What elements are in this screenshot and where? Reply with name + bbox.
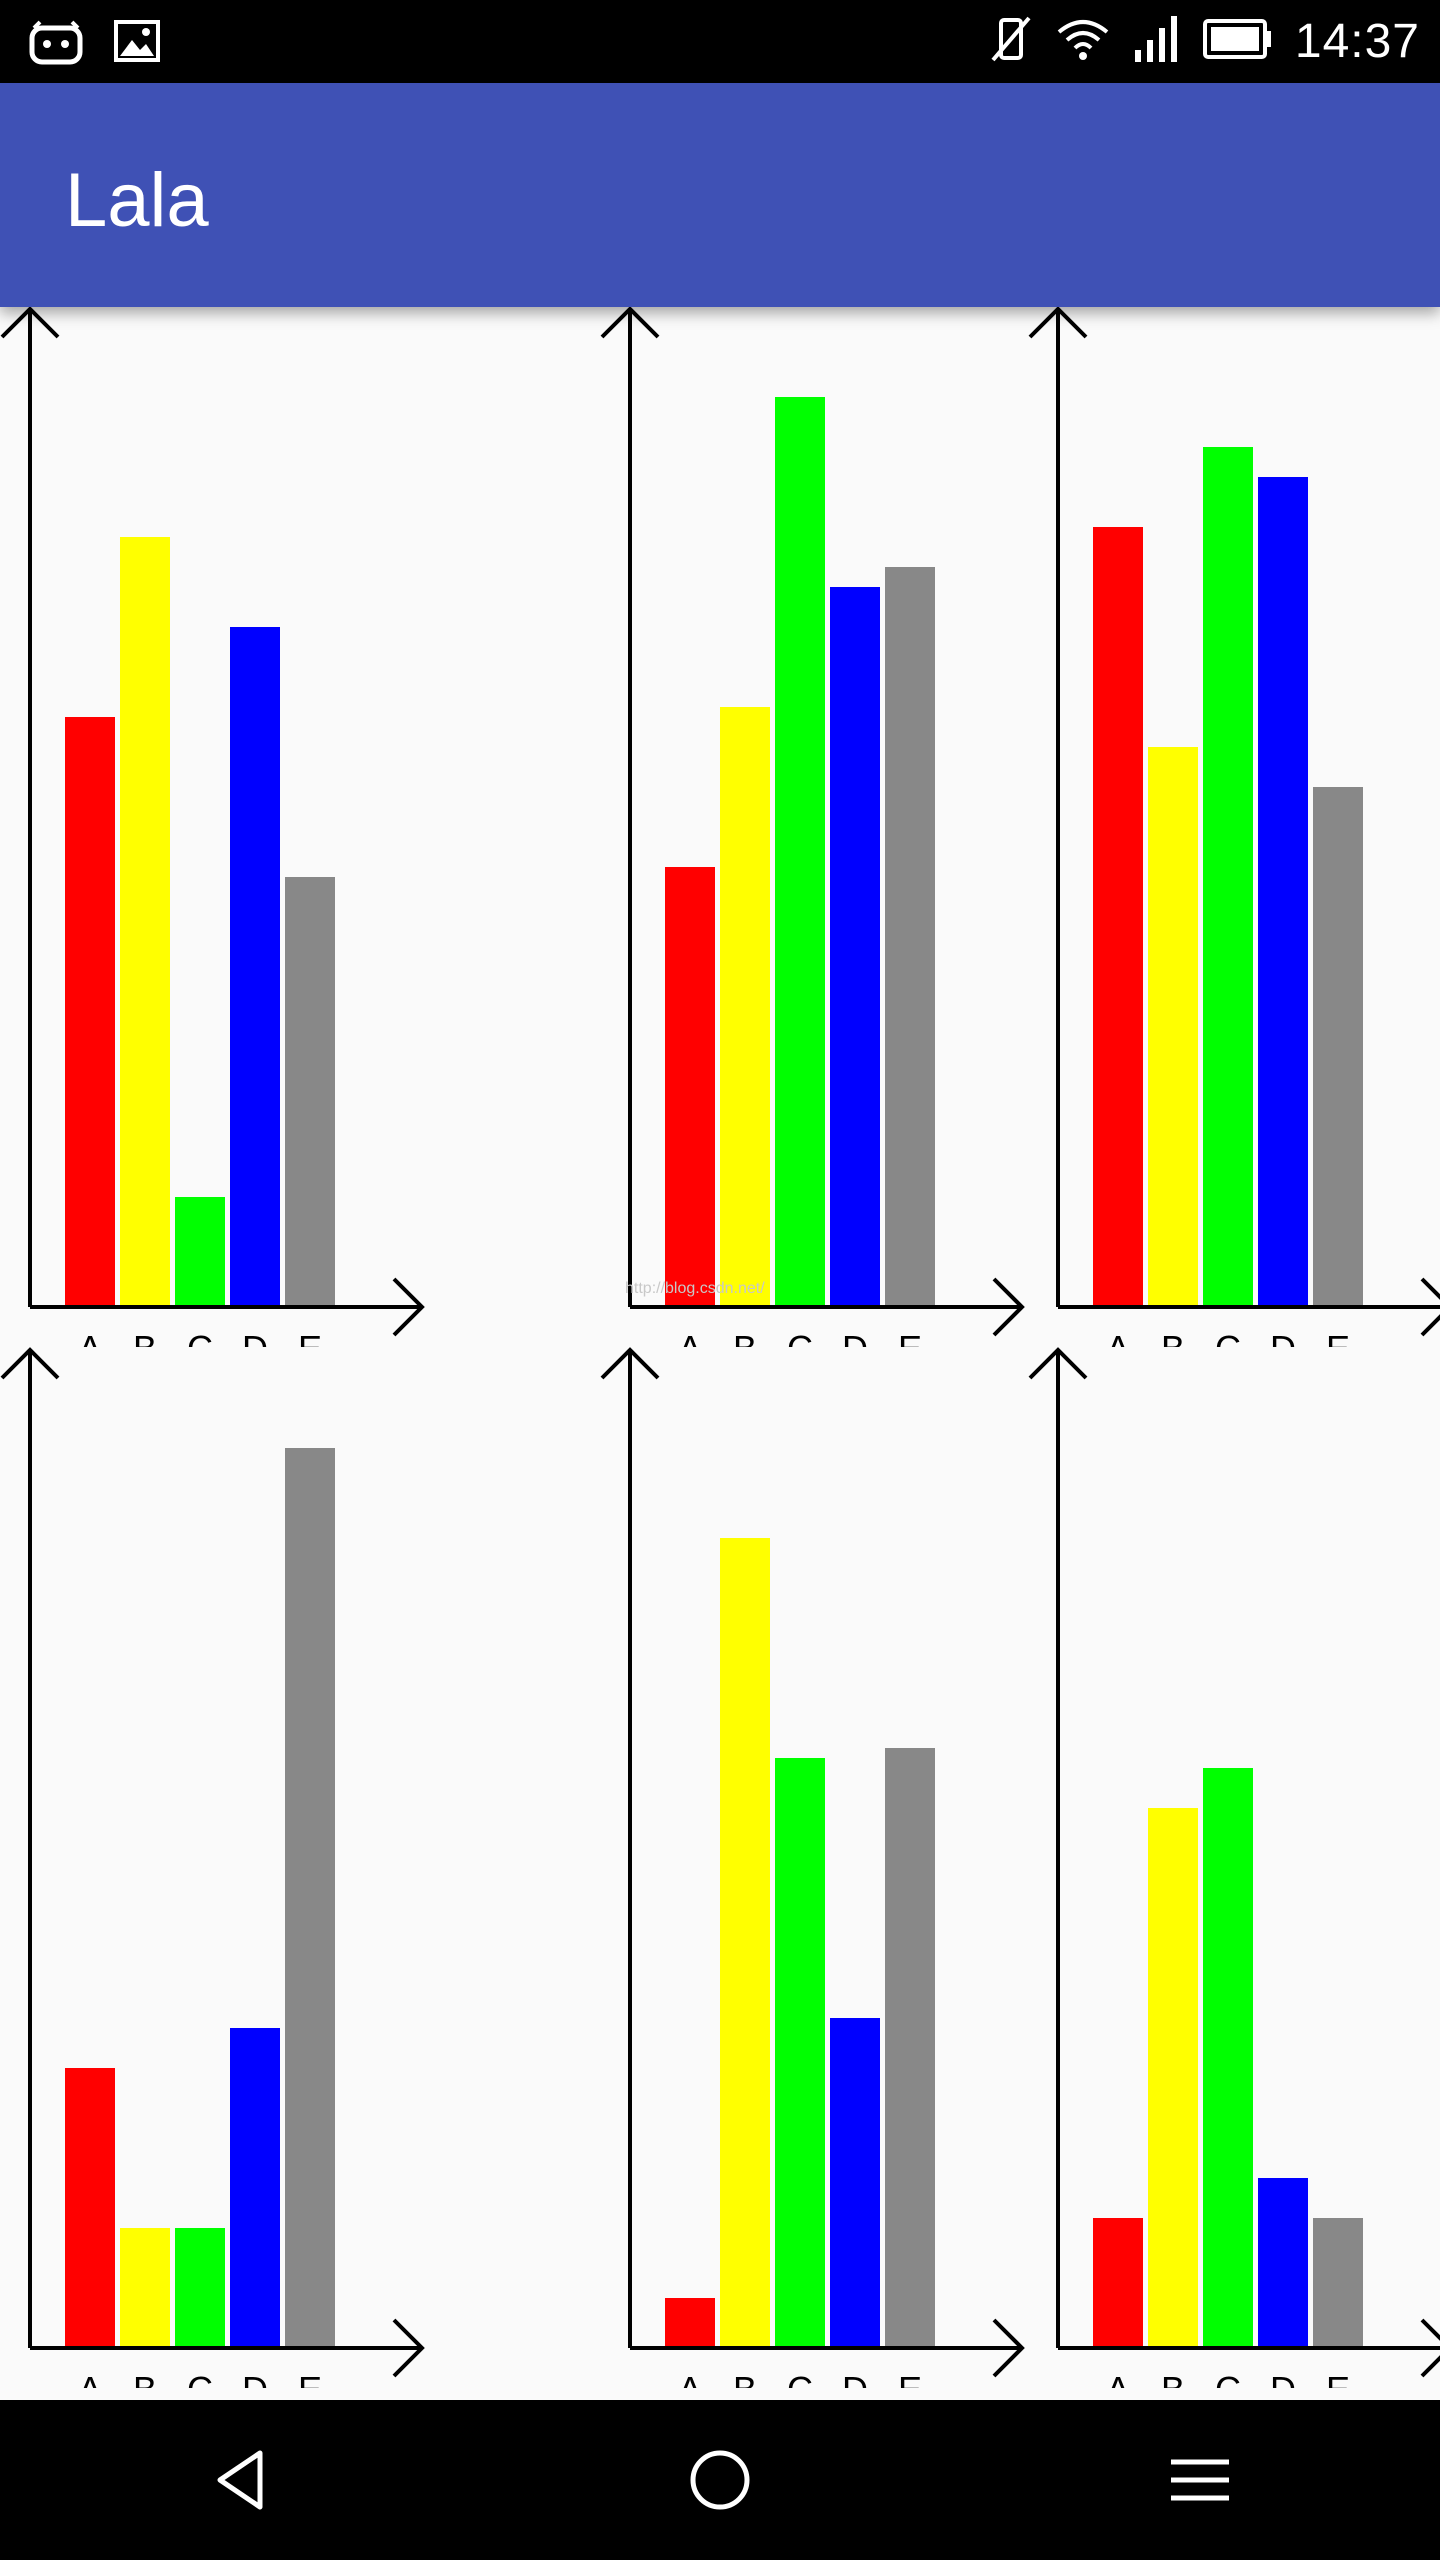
battery-icon [1202, 17, 1273, 66]
y-axis-arrow [1028, 1347, 1088, 1380]
back-icon [217, 2450, 263, 2510]
bar-C [175, 1197, 225, 1307]
bar-D [830, 2018, 880, 2348]
bar-A [65, 717, 115, 1307]
image-notification-icon [114, 18, 160, 71]
menu-button[interactable] [1160, 2440, 1240, 2520]
label-clip [1048, 1347, 1440, 1377]
x-axis-arrow [992, 1277, 1025, 1337]
label-clip [20, 1347, 432, 1377]
bar-D [830, 587, 880, 1307]
bar-D [230, 2028, 280, 2348]
back-button[interactable] [200, 2440, 280, 2520]
bar-C [1203, 1768, 1253, 2348]
y-axis-arrow [0, 1347, 60, 1380]
bar-C [775, 1758, 825, 2348]
bar-B [120, 537, 170, 1307]
vibrate-off-icon [989, 14, 1033, 69]
bar-E [885, 567, 935, 1307]
bar-C [1203, 447, 1253, 1307]
bar-A [665, 867, 715, 1307]
bar-E [885, 1748, 935, 2348]
x-axis-arrow [1420, 2318, 1440, 2378]
y-axis-arrow [600, 307, 660, 339]
x-axis-arrow [992, 2318, 1025, 2378]
x-axis-arrow [392, 1277, 425, 1337]
x-axis-arrow [1420, 1277, 1440, 1337]
charts-grid: ABCDEABCDEABCDEABCDEABCDEABCDEhttp://blo… [0, 307, 1440, 2400]
home-icon [690, 2450, 750, 2510]
bar-B [720, 707, 770, 1307]
signal-icon [1133, 14, 1181, 69]
status-time: 14:37 [1294, 15, 1420, 68]
bar-D [1258, 477, 1308, 1307]
bar-E [285, 1448, 335, 2348]
wifi-icon [1055, 16, 1111, 67]
y-axis-arrow [600, 1347, 660, 1380]
navigation-bar [0, 2400, 1440, 2560]
status-bar: 14:37 [0, 0, 1440, 83]
label-clip [20, 2388, 432, 2400]
label-clip [620, 1347, 1032, 1377]
bar-E [1313, 2218, 1363, 2348]
y-axis-arrow [0, 307, 60, 339]
bar-B [120, 2228, 170, 2348]
y-axis-arrow [1028, 307, 1088, 339]
bar-D [1258, 2178, 1308, 2348]
bar-A [1093, 527, 1143, 1307]
bar-B [1148, 747, 1198, 1307]
bar-D [230, 627, 280, 1307]
app-bar: Lala [0, 83, 1440, 307]
home-button[interactable] [680, 2440, 760, 2520]
bar-A [665, 2298, 715, 2348]
bar-B [1148, 1808, 1198, 2348]
x-axis-arrow [392, 2318, 425, 2378]
menu-icon [1171, 2459, 1229, 2501]
bar-C [775, 397, 825, 1307]
android-debug-icon [28, 18, 84, 71]
bar-C [175, 2228, 225, 2348]
label-clip [1048, 2388, 1440, 2400]
bar-A [65, 2068, 115, 2348]
charts-canvas: ABCDEABCDEABCDEABCDEABCDEABCDEhttp://blo… [0, 307, 1440, 2400]
bar-A [1093, 2218, 1143, 2348]
bar-E [1313, 787, 1363, 1307]
bar-B [720, 1538, 770, 2348]
page-title: Lala [65, 158, 209, 243]
watermark: http://blog.csdn.net/ [625, 1280, 765, 1297]
bar-E [285, 877, 335, 1307]
label-clip [620, 2388, 1032, 2400]
